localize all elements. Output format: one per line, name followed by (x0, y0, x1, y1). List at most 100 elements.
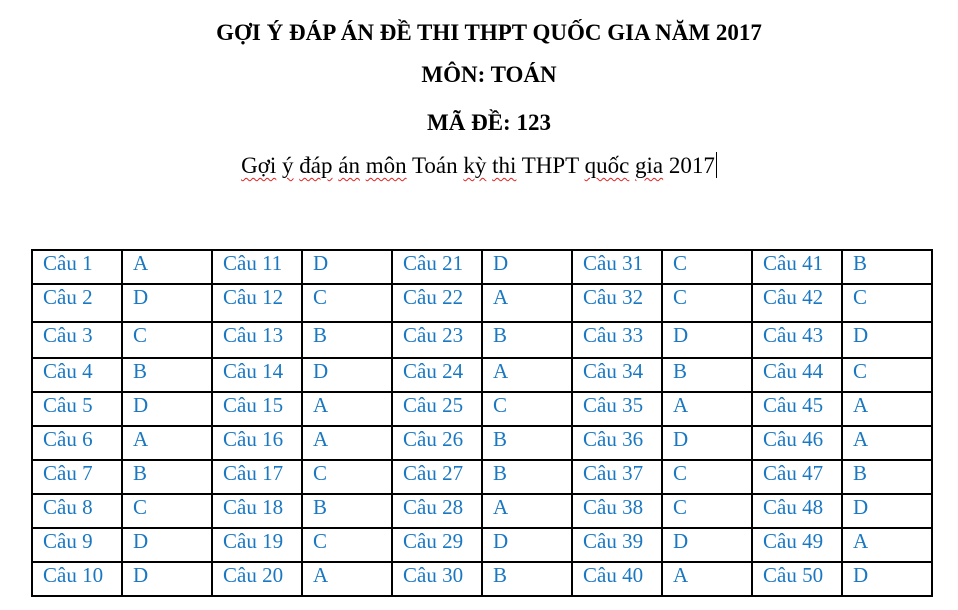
table-row: Câu 9 D Câu 19 C Câu 29 D Câu 39 D Câu 49 A (31, 527, 933, 563)
question-cell: Câu 36 (571, 425, 663, 461)
subtitle-word: án (338, 153, 360, 178)
question-cell: Câu 13 (211, 321, 303, 359)
answer-cell: A (841, 425, 933, 461)
question-cell: Câu 34 (571, 357, 663, 393)
question-cell: Câu 5 (31, 391, 123, 427)
question-cell: Câu 8 (31, 493, 123, 529)
question-cell: Câu 45 (751, 391, 843, 427)
answer-cell: B (841, 249, 933, 285)
answer-cell: D (301, 357, 393, 393)
answer-cell: D (301, 249, 393, 285)
answer-cell: A (481, 283, 573, 323)
question-cell: Câu 10 (31, 561, 123, 597)
answer-cell: D (661, 321, 753, 359)
answer-cell: C (301, 283, 393, 323)
answer-cell: A (301, 425, 393, 461)
answer-cell: B (481, 459, 573, 495)
answer-cell: C (301, 527, 393, 563)
answer-cell: B (301, 493, 393, 529)
subtitle-word: đáp (299, 153, 333, 178)
answer-cell: D (121, 561, 213, 597)
subtitle-word: ý (282, 153, 294, 178)
text-cursor (715, 152, 717, 178)
question-cell: Câu 35 (571, 391, 663, 427)
table-row: Câu 10 D Câu 20 A Câu 30 B Câu 40 A Câu 50 D (31, 561, 933, 597)
answer-cell: B (841, 459, 933, 495)
subtitle-word: Toán (411, 153, 458, 178)
question-cell: Câu 15 (211, 391, 303, 427)
question-cell: Câu 3 (31, 321, 123, 359)
answer-cell: C (121, 321, 213, 359)
answer-cell: C (661, 283, 753, 323)
answer-cell: D (841, 321, 933, 359)
question-cell: Câu 16 (211, 425, 303, 461)
question-cell: Câu 9 (31, 527, 123, 563)
subtitle-word: môn (365, 153, 407, 178)
question-cell: Câu 27 (391, 459, 483, 495)
answer-cell: C (481, 391, 573, 427)
answer-cell: A (121, 249, 213, 285)
table-row: Câu 7 B Câu 17 C Câu 27 B Câu 37 C Câu 47 B (31, 459, 933, 495)
question-cell: Câu 1 (31, 249, 123, 285)
question-cell: Câu 26 (391, 425, 483, 461)
table-row: Câu 3 C Câu 13 B Câu 23 B Câu 33 D Câu 43 D (31, 321, 933, 359)
answer-cell: C (841, 357, 933, 393)
question-cell: Câu 20 (211, 561, 303, 597)
question-cell: Câu 14 (211, 357, 303, 393)
question-cell: Câu 12 (211, 283, 303, 323)
table-row: Câu 2 D Câu 12 C Câu 22 A Câu 32 C Câu 42 C (31, 283, 933, 323)
question-cell: Câu 25 (391, 391, 483, 427)
answer-cell: A (301, 391, 393, 427)
question-cell: Câu 29 (391, 527, 483, 563)
answer-cell: C (661, 249, 753, 285)
table-row: Câu 5 D Câu 15 A Câu 25 C Câu 35 A Câu 45 A (31, 391, 933, 427)
table-row: Câu 8 C Câu 18 B Câu 28 A Câu 38 C Câu 48 D (31, 493, 933, 529)
subtitle-word: thi (492, 153, 517, 178)
question-cell: Câu 24 (391, 357, 483, 393)
answer-cell: A (481, 493, 573, 529)
question-cell: Câu 11 (211, 249, 303, 285)
question-cell: Câu 17 (211, 459, 303, 495)
subtitle-word: THPT (521, 153, 579, 178)
answer-cell: D (121, 391, 213, 427)
question-cell: Câu 42 (751, 283, 843, 323)
answer-cell: B (661, 357, 753, 393)
subtitle-word: quốc (584, 153, 630, 178)
answer-cell: D (661, 425, 753, 461)
question-cell: Câu 21 (391, 249, 483, 285)
answer-cell: B (301, 321, 393, 359)
subtitle-word: 2017 (668, 153, 715, 178)
answer-cell: D (121, 527, 213, 563)
answer-cell: B (481, 321, 573, 359)
answer-cell: C (121, 493, 213, 529)
question-cell: Câu 18 (211, 493, 303, 529)
question-cell: Câu 2 (31, 283, 123, 323)
answer-cell: C (841, 283, 933, 323)
answer-cell: C (661, 493, 753, 529)
question-cell: Câu 50 (751, 561, 843, 597)
question-cell: Câu 40 (571, 561, 663, 597)
answer-cell: C (661, 459, 753, 495)
answer-cell: A (841, 391, 933, 427)
question-cell: Câu 48 (751, 493, 843, 529)
question-cell: Câu 32 (571, 283, 663, 323)
answer-cell: A (661, 391, 753, 427)
question-cell: Câu 4 (31, 357, 123, 393)
answer-cell: A (481, 357, 573, 393)
answer-cell: D (481, 527, 573, 563)
table-row: Câu 4 B Câu 14 D Câu 24 A Câu 34 B Câu 44 C (31, 357, 933, 393)
question-cell: Câu 30 (391, 561, 483, 597)
subtitle-line[interactable]: Gợi ý đáp án môn Toán kỳ thi THPT quốc g… (0, 152, 958, 179)
document-title: GỢI Ý ĐÁP ÁN ĐỀ THI THPT QUỐC GIA NĂM 20… (216, 20, 762, 45)
question-cell: Câu 46 (751, 425, 843, 461)
question-cell: Câu 43 (751, 321, 843, 359)
answer-cell: B (481, 425, 573, 461)
question-cell: Câu 7 (31, 459, 123, 495)
question-cell: Câu 47 (751, 459, 843, 495)
question-cell: Câu 31 (571, 249, 663, 285)
table-row: Câu 6 A Câu 16 A Câu 26 B Câu 36 D Câu 46 A (31, 425, 933, 461)
answer-cell: A (661, 561, 753, 597)
subtitle-word: Gợi (241, 153, 277, 178)
question-cell: Câu 33 (571, 321, 663, 359)
